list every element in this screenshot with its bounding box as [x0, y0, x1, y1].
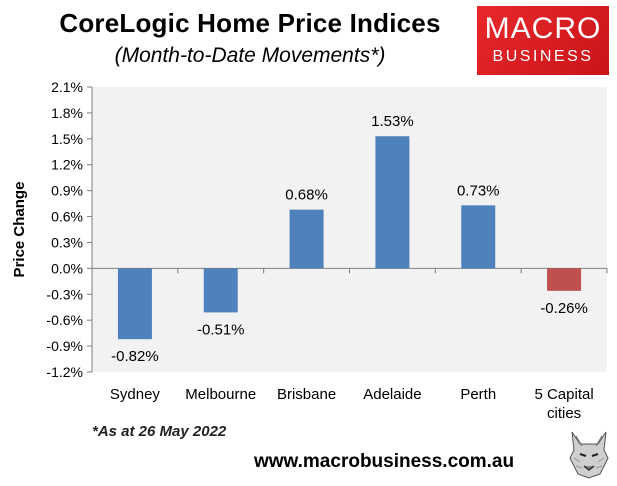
bar [117, 268, 152, 340]
data-label: 0.68% [285, 187, 328, 204]
website-url[interactable]: www.macrobusiness.com.au [254, 451, 515, 472]
chart-subtitle: (Month-to-Date Movements*) [114, 44, 386, 67]
y-tick-label: 1.2% [51, 157, 83, 173]
bar [203, 268, 238, 313]
data-label: 1.53% [371, 113, 414, 130]
bar [547, 268, 582, 291]
x-tick-label: Melbourne [185, 386, 256, 403]
y-tick-label: 1.5% [51, 131, 83, 147]
bar [375, 136, 410, 269]
macrobusiness-logo: MACRO BUSINESS [477, 6, 609, 75]
y-tick-label: 0.9% [51, 183, 83, 199]
x-tick-label: Perth [460, 386, 496, 403]
y-tick-label: -0.6% [46, 312, 83, 328]
wolf-logo-icon [566, 428, 612, 480]
bar [461, 205, 496, 269]
footnote: *As at 26 May 2022 [92, 423, 227, 440]
plot-area [92, 87, 607, 372]
data-label: 0.73% [457, 182, 500, 199]
y-tick-label: 0.0% [51, 260, 83, 276]
data-label: -0.51% [197, 321, 245, 338]
y-tick-label: 1.8% [51, 105, 83, 121]
y-axis-label: Price Change [11, 182, 28, 278]
x-tick-label: Sydney [110, 386, 161, 403]
y-tick-label: 0.6% [51, 209, 83, 225]
y-tick-label: 2.1% [51, 79, 83, 95]
x-tick-label: 5 Capital cities [534, 386, 593, 422]
bar [289, 209, 324, 269]
x-tick-label: Adelaide [363, 386, 421, 403]
chart-title: CoreLogic Home Price Indices [59, 8, 441, 38]
y-tick-label: -0.9% [46, 338, 83, 354]
data-label: -0.82% [111, 348, 159, 365]
x-tick-label: Brisbane [277, 386, 336, 403]
y-tick-label: -1.2% [46, 364, 83, 380]
y-tick-label: 0.3% [51, 234, 83, 250]
logo-line-1: MACRO [484, 12, 602, 45]
logo-line-2: BUSINESS [492, 48, 594, 65]
data-label: -0.26% [540, 300, 588, 317]
y-tick-label: -0.3% [46, 286, 83, 302]
